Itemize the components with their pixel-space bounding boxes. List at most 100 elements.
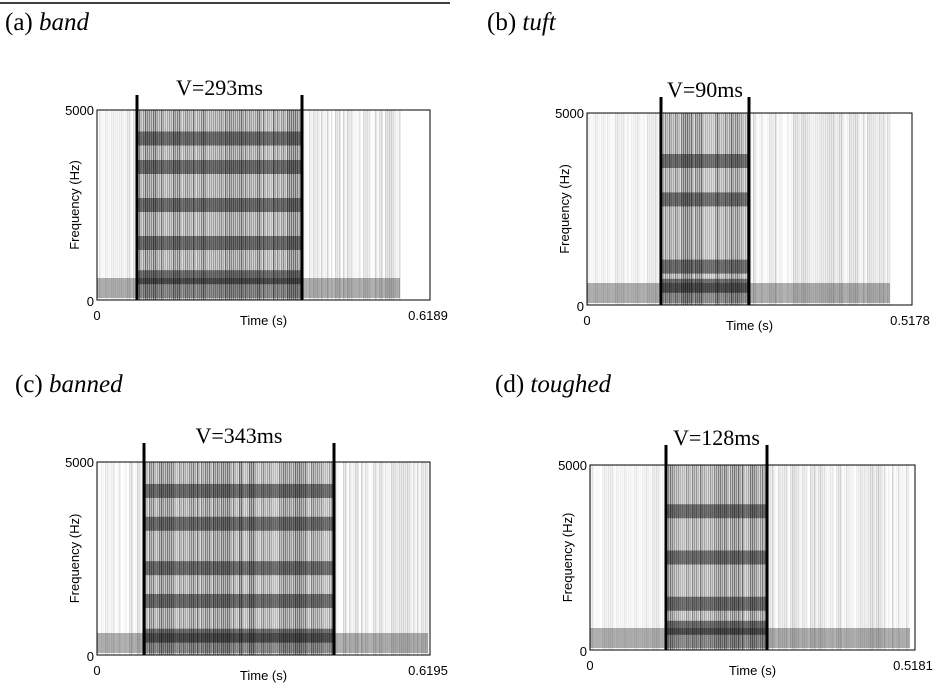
- spectrogram-stripe: [803, 113, 805, 305]
- vowel-duration: V=293ms: [176, 75, 263, 100]
- spectrogram-stripe: [103, 110, 105, 300]
- spectrogram-stripe: [652, 465, 654, 650]
- spectrogram-stripe: [191, 110, 193, 300]
- formant-band: [144, 516, 334, 531]
- spectrogram-stripe: [845, 113, 847, 305]
- y-axis-label: Frequency (Hz): [557, 164, 572, 254]
- spectrogram-stripe: [117, 462, 119, 655]
- spectrogram-stripe: [391, 110, 393, 300]
- spectrogram-stripe: [229, 462, 231, 655]
- spectrogram-stripe: [877, 113, 879, 305]
- spectrogram-stripe: [287, 110, 289, 300]
- spectrogram-stripe: [817, 113, 819, 305]
- spectrogram-stripe: [663, 113, 665, 305]
- spectrogram-stripe: [117, 110, 119, 300]
- spectrogram-stripe: [738, 465, 740, 650]
- spectrogram-stripe: [253, 462, 255, 655]
- spectrogram-stripe: [772, 465, 774, 650]
- spectrogram-stripe: [297, 110, 299, 300]
- spectrogram-stripe: [691, 113, 693, 305]
- spectrogram-stripe: [393, 462, 395, 655]
- spectrogram-stripe: [874, 465, 876, 650]
- spectrogram-stripe: [858, 465, 860, 650]
- x-axis-label: Time (s): [240, 313, 287, 328]
- spectrogram-stripe: [339, 462, 341, 655]
- spectrogram-stripe: [349, 110, 351, 300]
- spectrogram-stripe: [838, 465, 840, 650]
- spectrogram-stripe: [787, 113, 789, 305]
- spectrogram-stripe: [205, 110, 207, 300]
- spectrogram-stripe: [279, 462, 281, 655]
- spectrogram-stripe: [668, 465, 670, 650]
- spectrogram-stripe: [139, 462, 141, 655]
- panel: (c) banned V=343ms 5000 00 0.6195 Time (s) Fre…: [15, 371, 448, 683]
- spectrogram-stripe: [185, 462, 187, 655]
- spectrogram-stripe: [826, 465, 828, 650]
- spectrogram-stripe: [882, 465, 884, 650]
- spectrogram-stripe: [900, 465, 902, 650]
- spectrogram-stripe: [779, 113, 781, 305]
- spectrogram-stripe: [850, 465, 852, 650]
- spectrogram-stripe: [687, 113, 689, 305]
- spectrogram-stripe: [269, 462, 271, 655]
- spectrogram-stripe: [227, 110, 229, 300]
- spectrogram-stripe: [195, 462, 197, 655]
- spectrogram-stripe: [127, 110, 129, 300]
- spectrogram-stripe: [295, 462, 297, 655]
- spectrogram-stripe: [101, 462, 103, 655]
- spectrogram-stripe: [699, 113, 701, 305]
- formant-band: [666, 504, 767, 519]
- panel-word: toughed: [530, 371, 611, 398]
- spectrogram-stripe: [655, 113, 657, 305]
- spectrogram-stripe: [393, 110, 395, 300]
- spectrogram-stripe: [153, 462, 155, 655]
- spectrogram-stripe: [225, 462, 227, 655]
- spectrogram-stripe: [725, 113, 727, 305]
- spectrogram-stripe: [653, 113, 655, 305]
- spectrogram-stripe: [710, 465, 712, 650]
- spectrogram-stripe: [135, 462, 137, 655]
- spectrogram-stripe: [617, 113, 619, 305]
- spectrogram-stripe: [695, 113, 697, 305]
- spectrogram-stripe: [620, 465, 622, 650]
- spectrogram-stripe: [748, 465, 750, 650]
- spectrogram: [587, 113, 891, 305]
- spectrogram-stripe: [722, 465, 724, 650]
- spectrogram-stripe: [337, 462, 339, 655]
- spectrogram-stripe: [125, 110, 127, 300]
- panel-word: tuft: [522, 9, 556, 36]
- spectrogram-stripe: [331, 110, 333, 300]
- spectrogram-stripe: [157, 110, 159, 300]
- spectrogram-stripe: [99, 110, 101, 300]
- spectrogram-stripe: [169, 110, 171, 300]
- spectrogram-stripe: [898, 465, 900, 650]
- spectrogram-stripe: [383, 462, 385, 655]
- spectrogram-stripe: [113, 462, 115, 655]
- spectrogram-stripe: [816, 465, 818, 650]
- spectrogram-stripe: [656, 465, 658, 650]
- spectrogram-stripe: [622, 465, 624, 650]
- spectrogram-stripe: [630, 465, 632, 650]
- spectrogram-stripe: [896, 465, 898, 650]
- spectrogram-stripe: [367, 110, 369, 300]
- spectrogram-stripe: [151, 462, 153, 655]
- spectrogram-stripe: [361, 462, 363, 655]
- spectrogram-stripe: [381, 110, 383, 300]
- spectrogram-stripe: [293, 110, 295, 300]
- spectrogram-stripe: [355, 110, 357, 300]
- y-min-label: 0: [87, 294, 94, 309]
- spectrogram-stripe: [125, 462, 127, 655]
- spectrogram-stripe: [335, 462, 337, 655]
- spectrogram-stripe: [671, 113, 673, 305]
- spectrogram-stripe: [708, 465, 710, 650]
- spectrogram-stripe: [797, 113, 799, 305]
- spectrogram-stripe: [219, 110, 221, 300]
- spectrogram-stripe: [790, 465, 792, 650]
- spectrogram-stripe: [305, 110, 307, 300]
- spectrogram-stripe: [734, 465, 736, 650]
- spectrogram-stripe: [717, 113, 719, 305]
- spectrogram-stripe: [742, 465, 744, 650]
- spectrogram-stripe: [215, 110, 217, 300]
- spectrogram-stripe: [235, 462, 237, 655]
- spectrogram-stripe: [163, 462, 165, 655]
